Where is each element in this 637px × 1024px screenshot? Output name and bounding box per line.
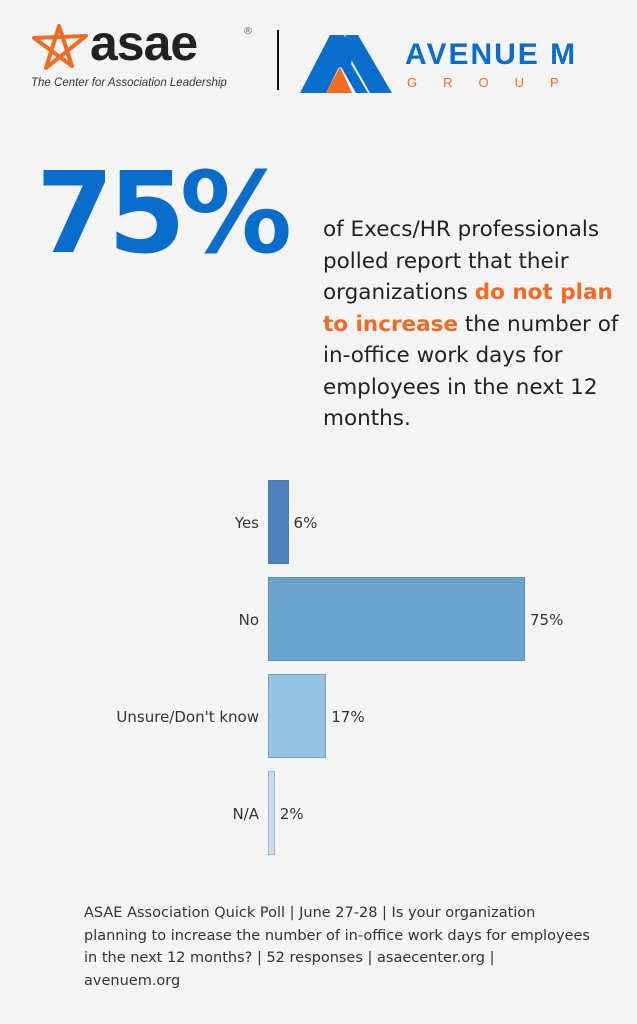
bar-category-label: No — [238, 611, 259, 629]
avenue-m-group: GROUP — [407, 75, 585, 90]
bar-category-label: Unsure/Don't know — [116, 708, 259, 726]
bar-row: N/A 2% — [0, 771, 637, 857]
axis-tick — [262, 716, 267, 717]
bar — [268, 674, 327, 758]
bar-value-label: 6% — [293, 514, 318, 532]
bar-row: Yes 6% — [0, 480, 637, 566]
avenue-m-logo: AVENUE M GROUP — [300, 30, 620, 95]
bar-value-label: 75% — [530, 611, 564, 629]
bar — [268, 771, 275, 855]
star-icon — [32, 24, 88, 70]
logo-divider — [277, 30, 279, 90]
headline-statement: of Execs/HR professionals polled report … — [323, 214, 623, 435]
bar-category-label: N/A — [232, 805, 259, 823]
bar — [268, 480, 289, 564]
axis-tick — [262, 522, 267, 523]
bar-value-label: 2% — [279, 805, 304, 823]
bar — [268, 577, 525, 661]
bar-category-label: Yes — [234, 514, 259, 532]
bar-row: Unsure/Don't know 17% — [0, 674, 637, 760]
statement-text-before: of Execs/HR professionals polled report … — [323, 217, 600, 305]
headline-stat: 75% — [36, 149, 292, 279]
bar-chart: Yes 6% No 75% Unsure/Don't know 17% N/A 2% — [0, 470, 637, 870]
header: asae ® The Center for Association Leader… — [0, 0, 637, 110]
bar-value-label: 17% — [331, 708, 365, 726]
asae-wordmark: asae — [90, 15, 198, 71]
avenue-m-mountain-icon — [300, 35, 392, 93]
asae-logo: asae ® The Center for Association Leader… — [30, 15, 260, 95]
statement-text-after: the number of in-office work days for em… — [323, 311, 619, 432]
axis-tick — [262, 619, 267, 620]
avenue-m-name: AVENUE M — [405, 38, 578, 71]
bar-row: No 75% — [0, 577, 637, 663]
asae-tagline: The Center for Association Leadership — [31, 77, 227, 89]
statement-highlight: do not plan to increase — [323, 280, 613, 337]
registered-mark: ® — [243, 26, 253, 37]
footer-source: ASAE Association Quick Poll | June 27-28… — [84, 905, 590, 989]
axis-tick — [262, 813, 267, 814]
